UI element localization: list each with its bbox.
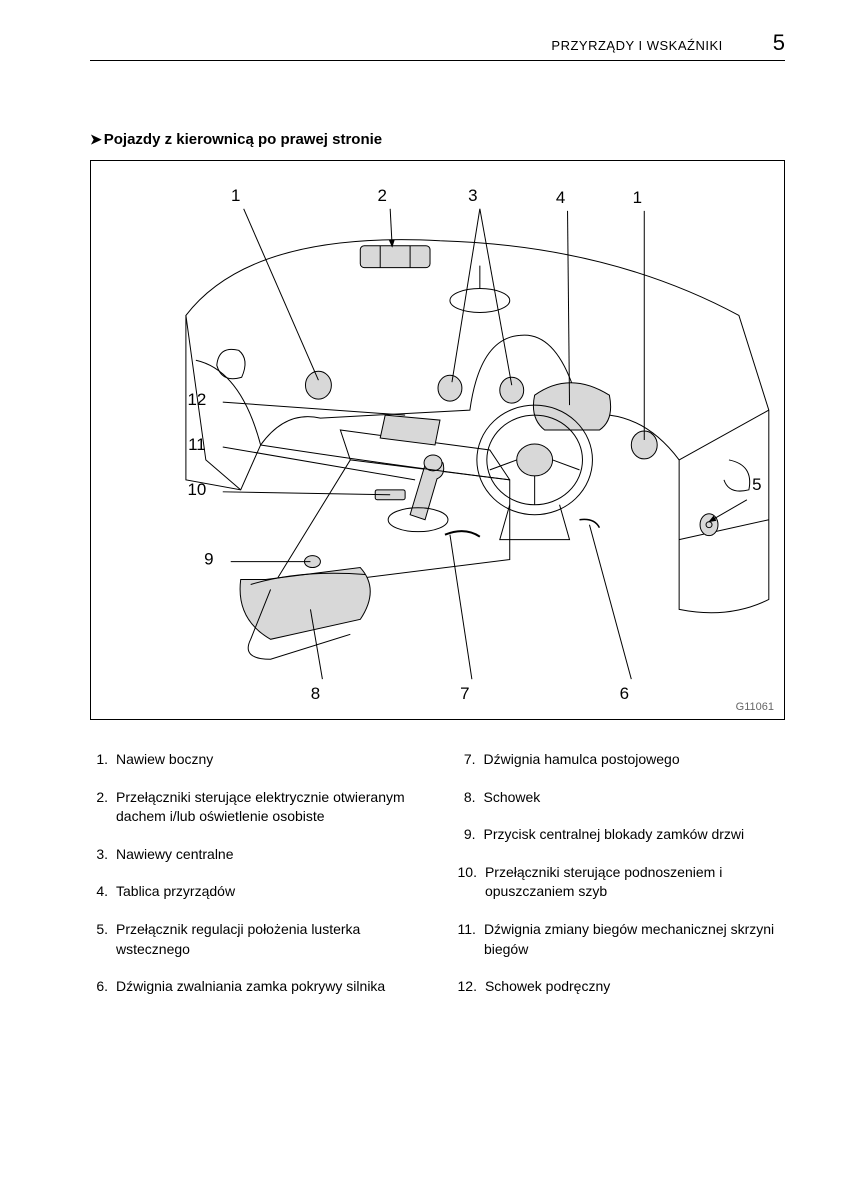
callout-number: 2: [377, 186, 386, 205]
callout-number: 4: [556, 188, 565, 207]
callout-number: 9: [204, 550, 213, 569]
page-number: 5: [773, 30, 785, 56]
legend-num: 1.: [90, 750, 116, 770]
page-header: PRZYRZĄDY I WSKAŹNIKI 5: [90, 30, 785, 61]
legend-text: Przełącznik regulacji położenia lusterka…: [116, 920, 418, 959]
callout-number: 11: [188, 435, 206, 454]
legend-item: 8.Schowek: [458, 788, 786, 808]
diagram-code: G11061: [736, 701, 774, 713]
legend-text: Schowek podręczny: [485, 977, 785, 997]
callout-number: 5: [752, 475, 761, 494]
subtitle: ➤Pojazdy z kierownicą po prawej stronie: [90, 131, 785, 148]
callout-number: 6: [620, 684, 629, 703]
callout-number: 12: [187, 390, 206, 409]
legend-text: Dźwignia zmiany biegów mechanicznej skrz…: [484, 920, 785, 959]
legend-num: 8.: [458, 788, 484, 808]
callout-number: 8: [311, 684, 320, 703]
legend-item: 11.Dźwignia zmiany biegów mechanicznej s…: [458, 920, 786, 959]
dashboard-diagram: 1234112111059876 G11061: [90, 160, 785, 720]
legend-item: 10.Przełączniki sterujące podnoszeniem i…: [458, 863, 786, 902]
legend-item: 7.Dźwignia hamulca postojowego: [458, 750, 786, 770]
legend-item: 12.Schowek podręczny: [458, 977, 786, 997]
legend-num: 10.: [458, 863, 485, 902]
callout-number: 3: [468, 186, 477, 205]
legend-text: Nawiew boczny: [116, 750, 418, 770]
legend-num: 7.: [458, 750, 484, 770]
diagram-svg: 1234112111059876: [91, 161, 784, 719]
legend-item: 5.Przełącznik regulacji położenia luster…: [90, 920, 418, 959]
legend-num: 2.: [90, 788, 116, 827]
legend-text: Nawiewy centralne: [116, 845, 418, 865]
legend-item: 3.Nawiewy centralne: [90, 845, 418, 865]
callout-number: 7: [460, 684, 469, 703]
arrow-icon: ➤: [90, 131, 102, 147]
legend-item: 6.Dźwignia zwalniania zamka pokrywy siln…: [90, 977, 418, 997]
legend-item: 2.Przełączniki sterujące elektrycznie ot…: [90, 788, 418, 827]
section-title: PRZYRZĄDY I WSKAŹNIKI: [551, 38, 722, 53]
legend-num: 6.: [90, 977, 116, 997]
legend-num: 9.: [458, 825, 484, 845]
legend-text: Schowek: [484, 788, 786, 808]
callout-number: 1: [231, 186, 240, 205]
legend-num: 12.: [458, 977, 485, 997]
legend-num: 3.: [90, 845, 116, 865]
legend-text: Przełączniki sterujące podnoszeniem i op…: [485, 863, 785, 902]
legend-col-left: 1.Nawiew boczny2.Przełączniki sterujące …: [90, 750, 418, 1015]
legend-text: Przełączniki sterujące elektrycznie otwi…: [116, 788, 418, 827]
legend-item: 9.Przycisk centralnej blokady zamków drz…: [458, 825, 786, 845]
legend-item: 1.Nawiew boczny: [90, 750, 418, 770]
legend-col-right: 7.Dźwignia hamulca postojowego8.Schowek9…: [458, 750, 786, 1015]
legend: 1.Nawiew boczny2.Przełączniki sterujące …: [90, 750, 785, 1015]
legend-num: 11.: [458, 920, 484, 959]
legend-text: Tablica przyrządów: [116, 882, 418, 902]
legend-item: 4.Tablica przyrządów: [90, 882, 418, 902]
legend-text: Przycisk centralnej blokady zamków drzwi: [484, 825, 786, 845]
callout-number: 1: [633, 188, 642, 207]
legend-text: Dźwignia zwalniania zamka pokrywy silnik…: [116, 977, 418, 997]
legend-text: Dźwignia hamulca postojowego: [484, 750, 786, 770]
legend-num: 5.: [90, 920, 116, 959]
legend-num: 4.: [90, 882, 116, 902]
callout-number: 10: [187, 480, 206, 499]
